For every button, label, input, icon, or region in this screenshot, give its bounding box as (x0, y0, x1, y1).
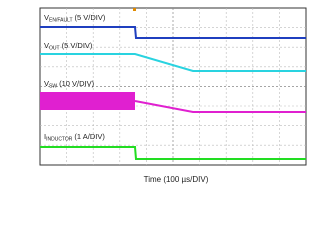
label-scale: (5 V/DIV) (62, 41, 93, 50)
label-scale: (5 V/DIV) (75, 13, 106, 22)
x-axis-label: Time (100 µs/DIV) (144, 175, 209, 184)
label-symbol: V (44, 79, 49, 88)
trace-label: VSW (10 V/DIV) (44, 79, 95, 90)
label-symbol: I (44, 132, 46, 141)
label-subscript: SW (49, 84, 57, 90)
scope-capture: VEN/FAULT (5 V/DIV) VOUT (5 V/DIV) VSW (10 … (39, 7, 307, 184)
label-scale: (1 A/DIV) (74, 132, 105, 141)
trace-label: IINDUCTOR (1 A/DIV) (44, 132, 105, 143)
trigger-marker (133, 8, 136, 11)
trace-label: VEN/FAULT (5 V/DIV) (44, 13, 106, 24)
label-symbol: V (44, 41, 49, 50)
trace-vout (40, 53, 306, 72)
trace-vsw (134, 100, 306, 113)
label-subscript: INDUCTOR (46, 137, 73, 143)
label-subscript: OUT (49, 46, 60, 52)
trace-en-fault (40, 26, 306, 39)
trace-vsw-switching (40, 92, 135, 110)
trace-inductor (40, 146, 306, 160)
trace-label: VOUT (5 V/DIV) (44, 41, 93, 52)
label-symbol: V (44, 13, 49, 22)
label-subscript: EN/FAULT (49, 18, 73, 24)
page: VEN/FAULT (5 V/DIV) VOUT (5 V/DIV) VSW (10 … (39, 7, 307, 184)
label-scale: (10 V/DIV) (59, 79, 95, 88)
